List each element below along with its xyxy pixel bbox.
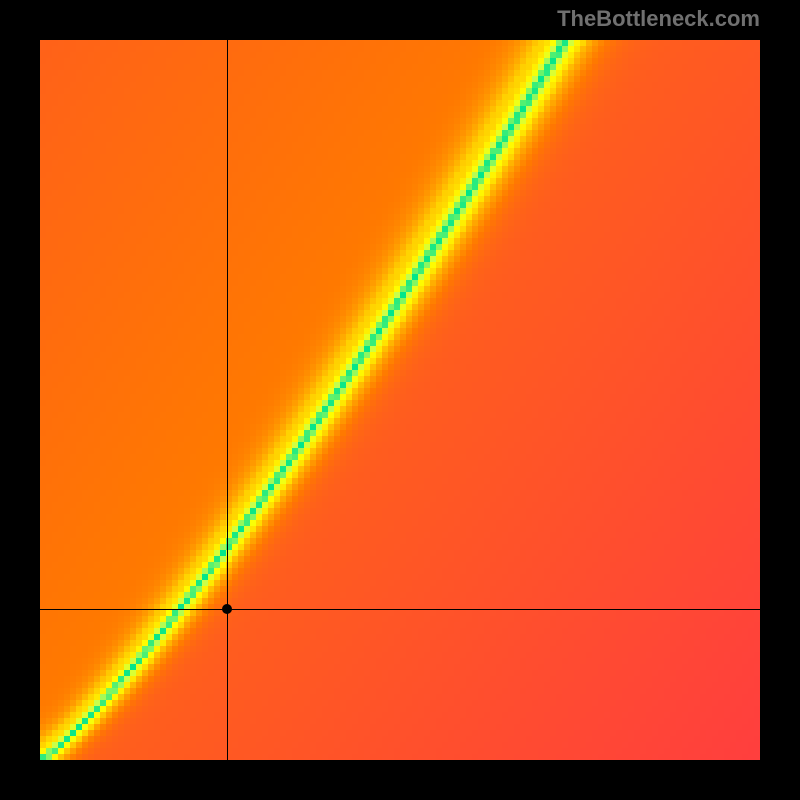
watermark-text: TheBottleneck.com [557, 6, 760, 32]
heatmap-canvas [40, 40, 760, 760]
heatmap-plot [40, 40, 760, 760]
